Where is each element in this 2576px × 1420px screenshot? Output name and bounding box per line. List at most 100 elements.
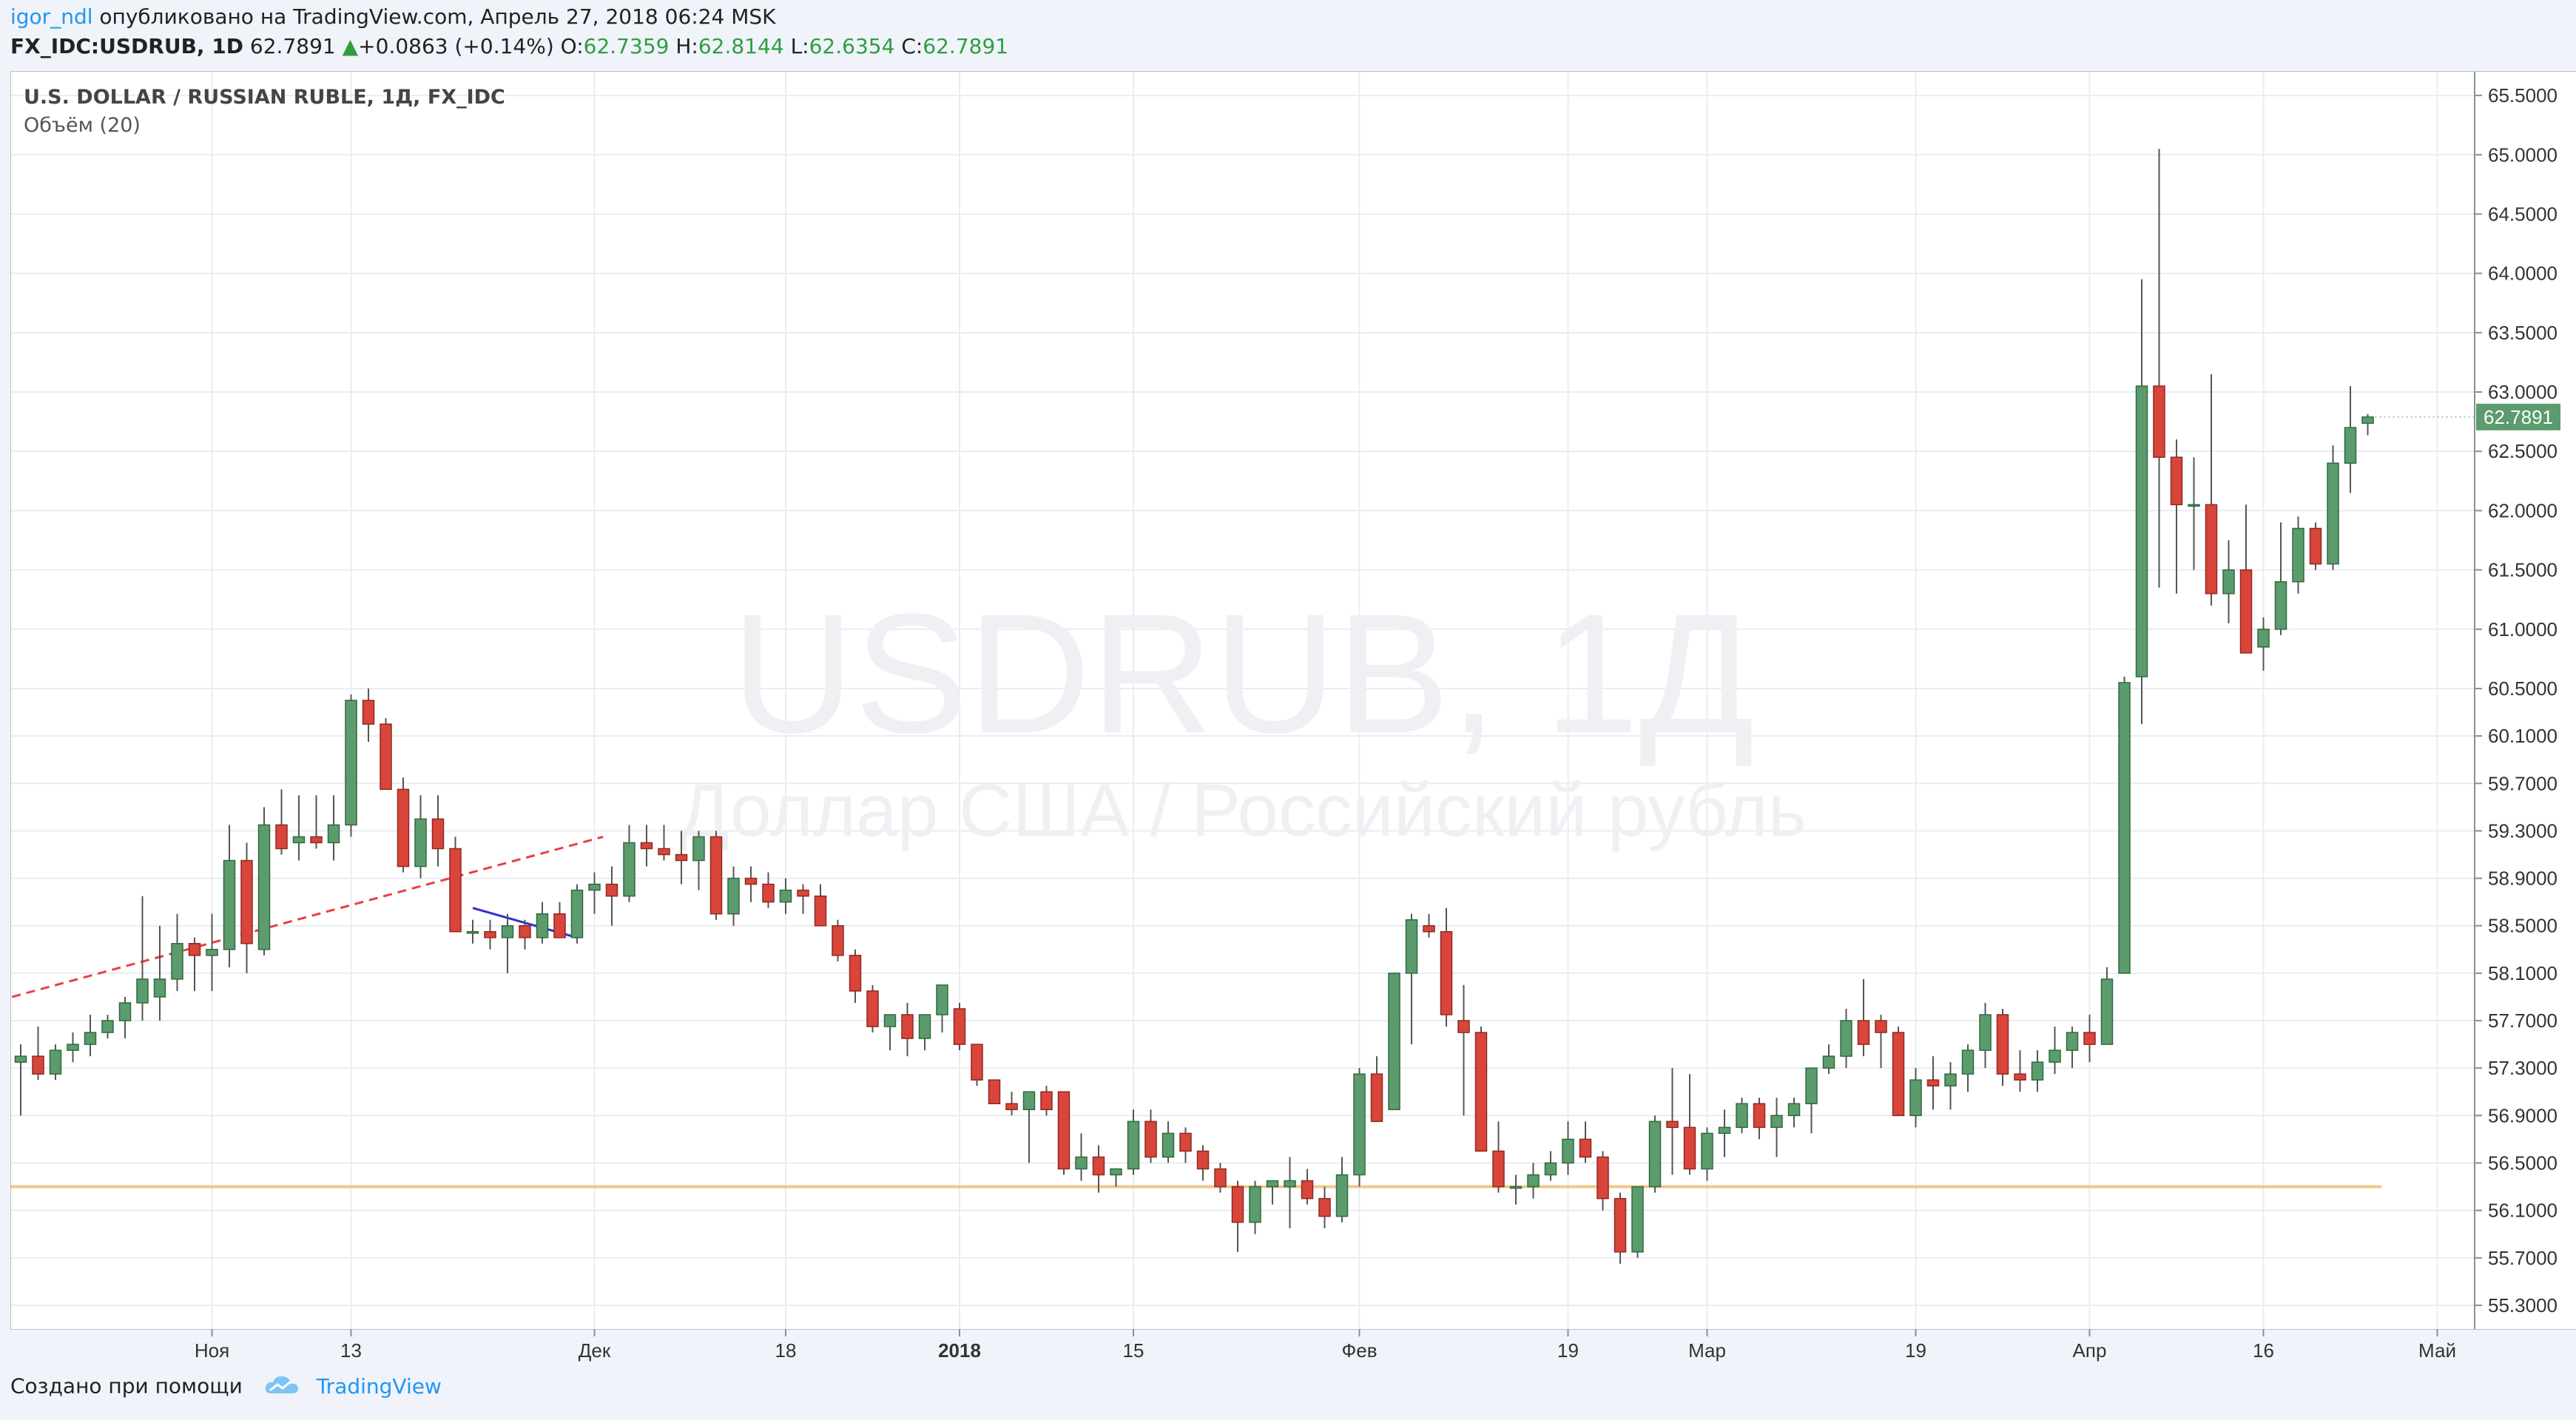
candle: [2153, 149, 2165, 588]
candle: [727, 866, 740, 926]
price-tick-label: 64.5000: [2488, 203, 2558, 225]
candle: [1318, 1186, 1331, 1228]
candle-body: [901, 1014, 914, 1039]
date-tick-label: Мар: [1688, 1339, 1726, 1362]
candle-body: [1405, 919, 1418, 974]
candle-body: [744, 877, 758, 885]
watermark-description: Доллар США / Российский рубль: [679, 769, 1807, 852]
candle-body: [2222, 569, 2235, 595]
candle: [2361, 413, 2374, 436]
candle: [1614, 1192, 1627, 1264]
candle: [2170, 439, 2183, 594]
date-tick-label: Фев: [1341, 1339, 1377, 1362]
candle: [1857, 978, 1870, 1057]
created-with-text: Создано при помощи: [10, 1373, 243, 1399]
candle-body: [1736, 1103, 1748, 1129]
candle: [257, 807, 271, 956]
candle-body: [1231, 1186, 1244, 1223]
candle: [1110, 1168, 1122, 1187]
price-tick-label: 57.7000: [2488, 1010, 2558, 1032]
candle-body: [449, 848, 462, 933]
candle-body: [1196, 1150, 1210, 1170]
trend-line: [11, 835, 604, 998]
candle: [675, 831, 688, 885]
candle: [206, 913, 218, 991]
candle-body: [570, 889, 584, 939]
candle: [1075, 1133, 1088, 1181]
price-axis[interactable]: [2475, 71, 2576, 1330]
candle-body: [397, 788, 410, 868]
candle-body: [814, 895, 827, 927]
tradingview-link[interactable]: TradingView: [316, 1373, 442, 1399]
candle-body: [1666, 1120, 1679, 1129]
candle-body: [257, 824, 271, 950]
chart-pane[interactable]: [10, 71, 2475, 1330]
candle-body: [431, 818, 445, 850]
candle: [883, 1014, 897, 1051]
price-tick-label: 65.0000: [2488, 143, 2558, 166]
candle: [1770, 1098, 1783, 1157]
candle-body: [1996, 1014, 2009, 1075]
candle-body: [292, 836, 306, 844]
candle-body: [2205, 504, 2218, 595]
candle: [431, 795, 445, 867]
candle: [136, 896, 149, 1021]
candle-body: [1335, 1174, 1349, 1217]
volume-indicator-label[interactable]: Объём (20): [24, 114, 141, 137]
candle-body: [2274, 581, 2287, 630]
date-tick-label: Ноя: [195, 1339, 229, 1362]
last-price-value: 62.7891: [249, 34, 336, 58]
candle: [1144, 1109, 1157, 1163]
candle: [640, 825, 653, 867]
candle-body: [1370, 1073, 1383, 1123]
price-tick-label: 59.7000: [2488, 772, 2558, 794]
candle-body: [2118, 682, 2131, 974]
candle-body: [1492, 1150, 1505, 1188]
candle-body: [988, 1079, 1001, 1105]
candle: [362, 688, 375, 743]
candle: [188, 937, 201, 991]
candle: [866, 984, 879, 1033]
candle: [32, 1027, 44, 1081]
candle: [292, 795, 306, 861]
candle-body: [1040, 1091, 1053, 1111]
candle: [2031, 1050, 2044, 1092]
candle: [14, 1044, 27, 1116]
candle: [849, 949, 862, 1003]
open-value: 62.7359: [583, 34, 670, 58]
candle-body: [971, 1044, 983, 1081]
candle-body: [953, 1008, 966, 1045]
candle-body: [1579, 1138, 1592, 1158]
author-link[interactable]: igor_ndl: [10, 4, 93, 29]
candle-body: [1857, 1020, 1870, 1045]
candle-body: [380, 723, 392, 791]
candle-body: [727, 877, 740, 915]
candle-body: [1457, 1020, 1470, 1033]
candle-body: [2049, 1049, 2061, 1063]
candle-body: [658, 848, 670, 856]
candle: [1179, 1127, 1192, 1163]
candle: [2309, 522, 2322, 570]
candle-body: [1423, 924, 1435, 933]
candle-body: [2327, 462, 2339, 565]
candle: [1996, 1008, 2009, 1086]
candle-body: [223, 859, 236, 950]
candle-body: [1353, 1073, 1366, 1176]
candle: [49, 1044, 62, 1081]
date-tick-label: 19: [1557, 1339, 1579, 1362]
candle-body: [1144, 1120, 1157, 1158]
candle-body: [1840, 1020, 1852, 1057]
candle: [1683, 1074, 1696, 1175]
candle: [1666, 1068, 1679, 1175]
candle: [327, 795, 340, 861]
candle: [1231, 1180, 1244, 1252]
candle: [397, 777, 410, 873]
candle: [484, 919, 496, 950]
candle: [380, 718, 392, 791]
candle: [971, 1044, 983, 1086]
candle-body: [484, 930, 496, 939]
candle: [605, 866, 618, 926]
candle: [1214, 1163, 1227, 1193]
candle: [1527, 1163, 1540, 1199]
